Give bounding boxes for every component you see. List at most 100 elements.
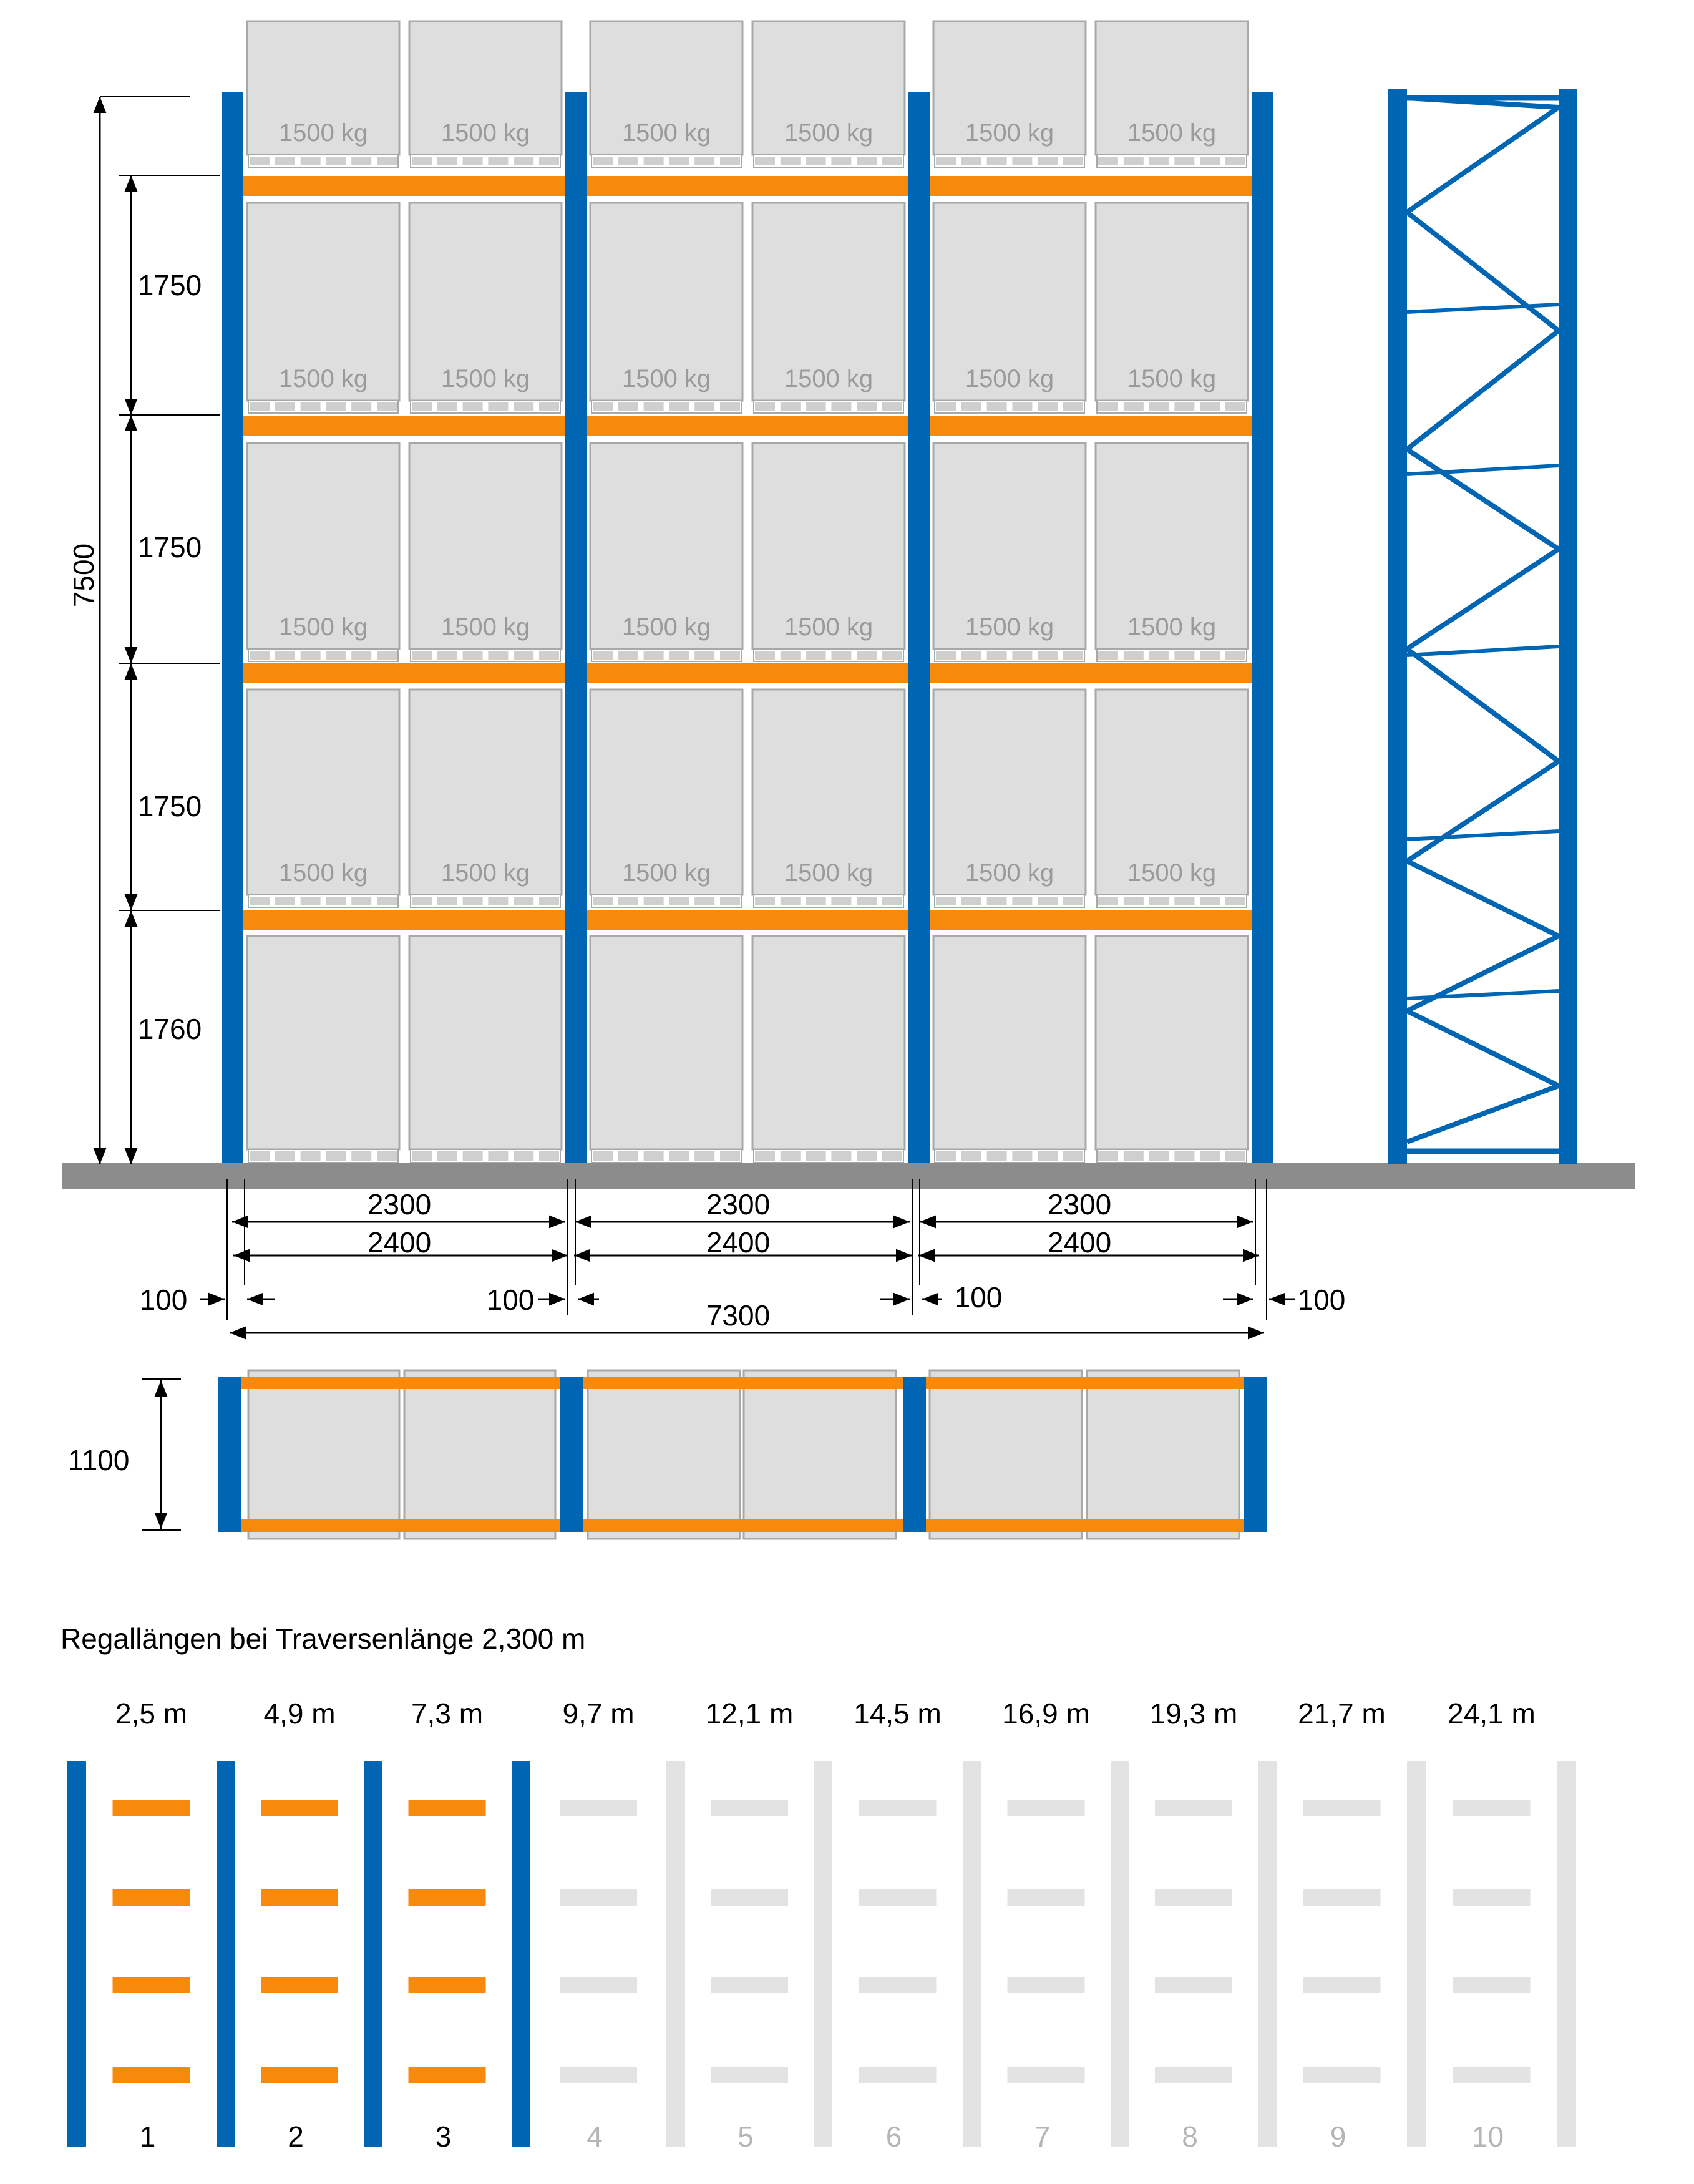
- pallet-foot: [539, 651, 559, 660]
- pallet-box: [932, 688, 1087, 896]
- rack-lengths-overview: 2,5 m 1 4,9 m 2 7,3 m 3 9,7 m 4 12,1 m 5 14,5 m 6 16…: [67, 1697, 1576, 2153]
- pallet-foot: [326, 157, 346, 165]
- plan-upright: [1244, 1377, 1267, 1532]
- pallet-foot: [539, 897, 559, 905]
- pallet-foot: [412, 157, 432, 165]
- pallet-base: [248, 894, 399, 908]
- frame-strut: [1406, 464, 1559, 476]
- load-beam: [243, 176, 565, 196]
- pallet-base: [934, 400, 1085, 414]
- pallet-box: [408, 202, 563, 402]
- pallet-base: [410, 400, 561, 414]
- pallet-foot: [462, 1151, 483, 1161]
- pallet-foot: [1174, 651, 1195, 660]
- pallet-foot: [857, 651, 877, 660]
- pallet-foot: [669, 402, 689, 411]
- pallet-foot: [618, 651, 638, 660]
- pallet-foot: [618, 897, 638, 905]
- plan-upright: [218, 1377, 241, 1532]
- pallet-box: [589, 20, 744, 156]
- bay-number: 2: [288, 2120, 304, 2153]
- pallet-foot: [961, 1151, 981, 1161]
- frame-diagonal-brace: [1405, 210, 1560, 333]
- pallet-foot: [1225, 651, 1245, 660]
- pallet-foot: [720, 897, 740, 905]
- pallet-foot: [806, 897, 826, 905]
- bay-length-label: 2,5 m: [115, 1697, 187, 1730]
- pallet-foot: [857, 157, 877, 165]
- pallet-foot: [1200, 157, 1220, 165]
- pallet-foot: [1038, 897, 1058, 905]
- load-label: 1500 kg: [441, 613, 530, 641]
- frame-diagonal-brace: [1405, 105, 1560, 215]
- pallet-foot: [250, 157, 270, 165]
- pallet-foot: [1174, 157, 1195, 165]
- plan-pallet: [403, 1369, 557, 1540]
- pallet-foot: [669, 157, 689, 165]
- pallet-foot: [300, 402, 321, 411]
- pallet-foot: [377, 1151, 397, 1161]
- length-beam-inactive: [859, 1800, 937, 1816]
- pallet-foot: [986, 157, 1007, 165]
- pallet-foot: [720, 157, 740, 165]
- length-beam-inactive: [1007, 1889, 1085, 1906]
- length-beam: [112, 1977, 190, 1993]
- pallet-foot: [462, 897, 483, 905]
- pallet-foot: [1174, 402, 1195, 411]
- pallet-foot: [462, 402, 483, 411]
- load-label: 1500 kg: [1127, 613, 1216, 641]
- length-upright-inactive: [1557, 1761, 1576, 2147]
- length-beam-inactive: [711, 1977, 788, 1993]
- pallet-box: [932, 935, 1087, 1151]
- bay-number: 9: [1330, 2120, 1346, 2153]
- pallet-foot: [755, 157, 775, 165]
- pallet-foot: [643, 157, 664, 165]
- pallet-foot: [1012, 897, 1033, 905]
- pallet-box: [589, 935, 744, 1151]
- load-label: 1500 kg: [1127, 119, 1216, 147]
- pallet-foot: [1098, 897, 1118, 905]
- length-beam-inactive: [1303, 1977, 1381, 1993]
- load-beam: [587, 910, 908, 930]
- length-upright: [512, 1761, 530, 2147]
- pallet-foot: [377, 651, 397, 660]
- pallet-foot: [986, 651, 1007, 660]
- pallet-foot: [275, 897, 295, 905]
- pallet-foot: [1225, 157, 1245, 165]
- pallet-foot: [643, 651, 664, 660]
- pallet-foot: [831, 651, 852, 660]
- pallet-box: [589, 442, 744, 650]
- pallet-foot: [755, 897, 775, 905]
- pallet-foot: [1038, 402, 1058, 411]
- upright: [565, 92, 587, 1164]
- length-beam: [408, 1977, 486, 1993]
- pallet-foot: [1225, 1151, 1245, 1161]
- pallet-foot: [1063, 402, 1083, 411]
- pallet-box: [1094, 20, 1249, 156]
- pallet-foot: [1123, 651, 1144, 660]
- pallet-foot: [351, 651, 372, 660]
- pallet-foot: [300, 897, 321, 905]
- frame-diagonal-brace: [1405, 547, 1560, 651]
- length-beam: [112, 1889, 190, 1906]
- bay-length-label: 14,5 m: [854, 1697, 942, 1730]
- pallet-base: [591, 154, 742, 168]
- pallet-foot: [1200, 651, 1220, 660]
- pallet-foot: [351, 157, 372, 165]
- pallet-foot: [1012, 402, 1033, 411]
- pallet-base: [1096, 154, 1247, 168]
- length-upright-inactive: [814, 1761, 832, 2147]
- load-label: 1500 kg: [622, 119, 711, 147]
- pallet-box: [1094, 688, 1249, 896]
- plan-beam-front: [925, 1377, 1244, 1389]
- pallet-foot: [882, 402, 902, 411]
- pallet-foot: [462, 157, 483, 165]
- pallet-foot: [961, 402, 981, 411]
- pallet-base: [1096, 1149, 1247, 1163]
- pallet-foot: [1038, 651, 1058, 660]
- load-label: 1500 kg: [784, 859, 873, 887]
- pallet-foot: [882, 651, 902, 660]
- frame-diagonal-brace: [1405, 646, 1560, 764]
- load-label: 1500 kg: [279, 365, 368, 392]
- load-label: 1500 kg: [784, 365, 873, 392]
